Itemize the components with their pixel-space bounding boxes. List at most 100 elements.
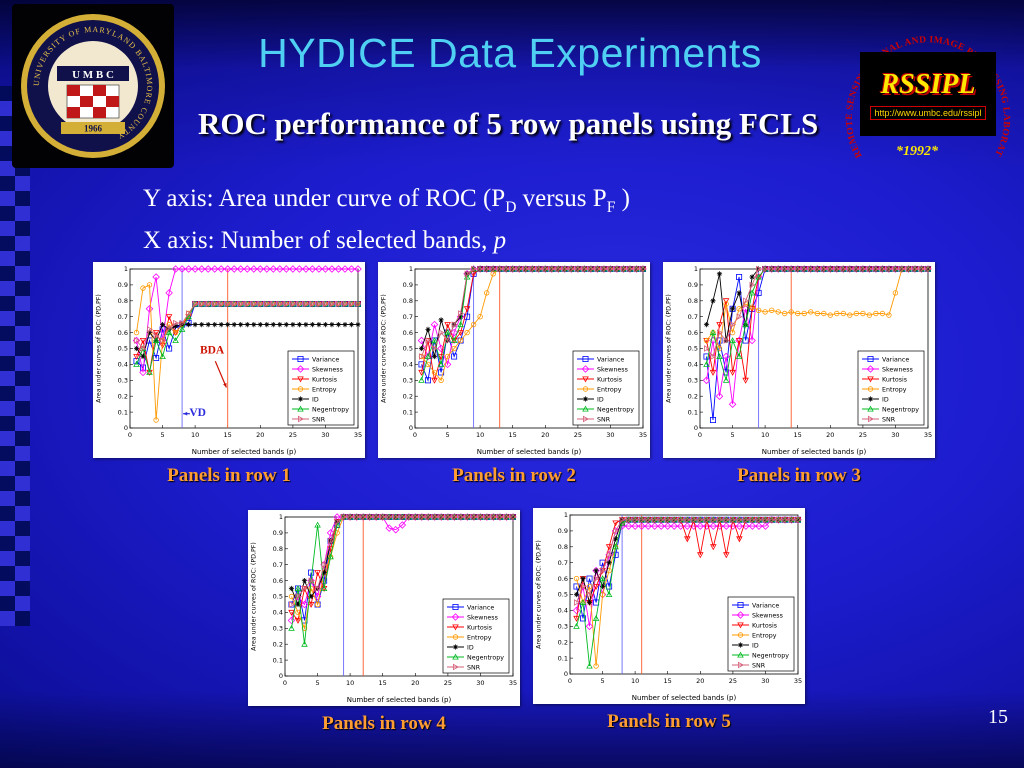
umbc-letters: U M B C xyxy=(72,69,114,81)
svg-text:ID: ID xyxy=(467,644,474,651)
svg-text:0.7: 0.7 xyxy=(403,313,413,321)
svg-text:0.4: 0.4 xyxy=(273,609,283,617)
rssipl-logo: REMOTE SENSING SIGNAL AND IMAGE PROCESSI… xyxy=(838,4,1018,184)
svg-text:35: 35 xyxy=(794,677,802,685)
svg-text:10: 10 xyxy=(631,677,639,685)
svg-text:0.3: 0.3 xyxy=(118,377,128,385)
svg-text:1: 1 xyxy=(409,265,413,273)
svg-text:20: 20 xyxy=(256,431,264,439)
svg-text:0.3: 0.3 xyxy=(273,625,283,633)
svg-text:Skewness: Skewness xyxy=(312,366,343,373)
svg-text:30: 30 xyxy=(891,431,899,439)
svg-text:0: 0 xyxy=(568,677,572,685)
svg-text:Entropy: Entropy xyxy=(882,386,907,393)
svg-text:10: 10 xyxy=(346,679,354,687)
svg-text:0: 0 xyxy=(413,431,417,439)
svg-text:0.2: 0.2 xyxy=(273,640,283,648)
svg-text:1: 1 xyxy=(694,265,698,273)
svg-text:Entropy: Entropy xyxy=(467,634,492,641)
svg-text:Negentropy: Negentropy xyxy=(467,654,504,661)
y-axis-note: Y axis: Area under curve of ROC (PD vers… xyxy=(143,182,630,224)
svg-text:0.7: 0.7 xyxy=(118,313,128,321)
umbc-year: 1966 xyxy=(84,124,103,134)
svg-text:15: 15 xyxy=(379,679,387,687)
chart-caption: Panels in row 3 xyxy=(737,465,861,486)
svg-text:15: 15 xyxy=(794,431,802,439)
svg-text:0.2: 0.2 xyxy=(118,392,128,400)
svg-text:Number of selected bands (p): Number of selected bands (p) xyxy=(192,448,297,456)
rssipl-year: *1992* xyxy=(896,144,938,159)
svg-text:0: 0 xyxy=(694,424,698,432)
svg-text:VD: VD xyxy=(189,407,206,419)
svg-text:SNR: SNR xyxy=(752,662,766,669)
svg-text:0: 0 xyxy=(283,679,287,687)
svg-text:0.1: 0.1 xyxy=(688,408,698,416)
chart-caption: Panels in row 1 xyxy=(167,465,291,486)
svg-text:Entropy: Entropy xyxy=(597,386,622,393)
svg-text:Kurtosis: Kurtosis xyxy=(597,376,622,383)
svg-text:Entropy: Entropy xyxy=(312,386,337,393)
svg-text:1: 1 xyxy=(564,511,568,519)
x-axis-note-pre: X axis: Number of selected bands, xyxy=(143,227,494,254)
panel-row-4: 0 5 10 15 20 25 30 35 0 0.1 0.2 0.3 0.4 0.5 0.6 0.7 0.8 0… xyxy=(248,510,520,735)
svg-text:0.4: 0.4 xyxy=(403,361,413,369)
svg-text:0.5: 0.5 xyxy=(273,593,283,601)
page-number: 15 xyxy=(988,706,1008,728)
svg-text:0.2: 0.2 xyxy=(403,392,413,400)
roc-chart: 0 5 10 15 20 25 30 35 0 0.1 0.2 0.3 0.4 0.5 0.6 0.7 0.8 0… xyxy=(93,262,365,458)
svg-text:25: 25 xyxy=(289,431,297,439)
svg-text:Area under curves of ROC: (PD,: Area under curves of ROC: (PD,PF) xyxy=(251,542,258,651)
roc-chart: 0 5 10 15 20 25 30 35 0 0.1 0.2 0.3 0.4 0.5 0.6 0.7 0.8 0… xyxy=(378,262,650,458)
svg-text:10: 10 xyxy=(761,431,769,439)
svg-text:Negentropy: Negentropy xyxy=(882,406,919,413)
svg-text:0.5: 0.5 xyxy=(403,345,413,353)
svg-text:0: 0 xyxy=(124,424,128,432)
svg-text:0.7: 0.7 xyxy=(688,313,698,321)
chart-caption: Panels in row 5 xyxy=(607,711,731,732)
svg-text:0.8: 0.8 xyxy=(273,545,283,553)
svg-text:0.6: 0.6 xyxy=(118,329,128,337)
y-axis-note-sub-f: F xyxy=(606,199,616,216)
svg-text:5: 5 xyxy=(161,431,165,439)
svg-text:0.5: 0.5 xyxy=(688,345,698,353)
svg-text:0: 0 xyxy=(564,670,568,678)
svg-text:1: 1 xyxy=(124,265,128,273)
svg-text:Negentropy: Negentropy xyxy=(312,406,349,413)
svg-text:0.1: 0.1 xyxy=(558,654,568,662)
svg-text:0.6: 0.6 xyxy=(688,329,698,337)
svg-text:Skewness: Skewness xyxy=(467,614,498,621)
svg-text:Skewness: Skewness xyxy=(597,366,628,373)
svg-text:0.7: 0.7 xyxy=(273,561,283,569)
svg-text:25: 25 xyxy=(444,679,452,687)
svg-text:30: 30 xyxy=(761,677,769,685)
svg-text:Kurtosis: Kurtosis xyxy=(752,622,777,629)
svg-text:15: 15 xyxy=(509,431,517,439)
svg-text:5: 5 xyxy=(731,431,735,439)
page-title: HYDICE Data Experiments xyxy=(258,30,762,76)
svg-text:20: 20 xyxy=(826,431,834,439)
svg-text:0.4: 0.4 xyxy=(118,361,128,369)
svg-text:Number of selected bands (p): Number of selected bands (p) xyxy=(477,448,582,456)
svg-text:0.8: 0.8 xyxy=(403,297,413,305)
svg-text:0.2: 0.2 xyxy=(688,392,698,400)
svg-text:0.8: 0.8 xyxy=(118,297,128,305)
svg-text:0.1: 0.1 xyxy=(273,656,283,664)
svg-text:0.1: 0.1 xyxy=(403,408,413,416)
svg-text:30: 30 xyxy=(321,431,329,439)
panel-row-5: 0 5 10 15 20 25 30 35 0 0.1 0.2 0.3 0.4 0.5 0.6 0.7 0.8 0… xyxy=(533,508,805,733)
y-axis-note-mid: versus P xyxy=(516,185,607,212)
svg-text:0: 0 xyxy=(409,424,413,432)
y-axis-note-pre: Y axis: Area under curve of ROC (P xyxy=(143,185,506,212)
svg-text:35: 35 xyxy=(354,431,362,439)
svg-text:0.9: 0.9 xyxy=(403,281,413,289)
svg-text:Variance: Variance xyxy=(597,356,624,363)
y-axis-note-post: ) xyxy=(615,185,630,212)
svg-text:35: 35 xyxy=(924,431,932,439)
svg-text:Kurtosis: Kurtosis xyxy=(467,624,492,631)
svg-text:10: 10 xyxy=(476,431,484,439)
chart-caption: Panels in row 2 xyxy=(452,465,576,486)
svg-text:0.6: 0.6 xyxy=(273,577,283,585)
svg-text:30: 30 xyxy=(476,679,484,687)
svg-text:0: 0 xyxy=(128,431,132,439)
svg-text:35: 35 xyxy=(509,679,517,687)
